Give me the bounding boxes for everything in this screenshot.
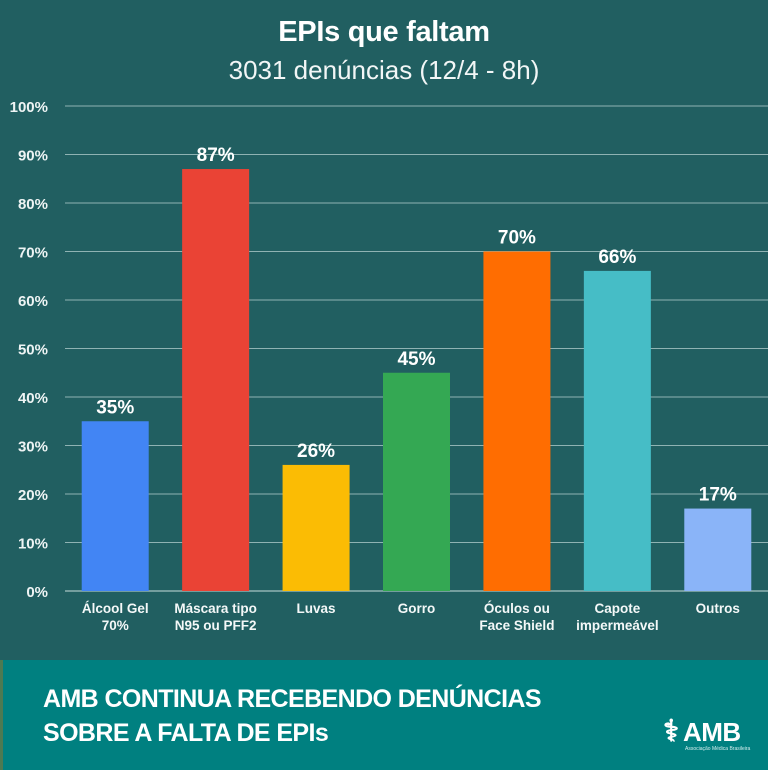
chart-subtitle: 3031 denúncias (12/4 - 8h) [228, 55, 540, 85]
y-tick-label: 100% [10, 99, 48, 116]
bars [81, 169, 752, 592]
data-label: 66% [598, 247, 636, 268]
bar [282, 464, 350, 591]
data-label: 87% [197, 145, 235, 166]
y-tick-label: 50% [18, 342, 48, 359]
caduceus-icon: ⚕ [663, 715, 680, 748]
chart-title: EPIs que faltam [278, 16, 490, 48]
logo-subtext: Associação Médica Brasileira [685, 746, 751, 752]
bar-chart: 0% 10% 20% 30% 40% 50% 60% 70% 80% 90% 100% 35% 87%… [10, 99, 768, 633]
y-tick-label: 70% [18, 245, 48, 262]
banner-line-1: AMB CONTINUA RECEBENDO DENÚNCIAS [43, 685, 542, 713]
bar [383, 372, 450, 591]
x-tick-label: Óculos ou [484, 601, 550, 616]
y-tick-label: 0% [26, 584, 48, 601]
data-label: 35% [96, 397, 134, 418]
x-tick-label: Outros [696, 601, 740, 616]
bar [182, 169, 250, 592]
logo-text: AMB [683, 717, 741, 747]
x-tick-label: N95 ou PFF2 [175, 618, 257, 633]
data-label: 45% [397, 349, 435, 370]
bar [483, 251, 551, 591]
x-tick-label: Álcool Gel [82, 601, 149, 616]
chart-header: EPIs que faltam 3031 denúncias (12/4 - 8… [0, 14, 768, 86]
bar [684, 508, 752, 591]
y-tick-label: 30% [18, 439, 48, 456]
banner-line-2: SOBRE A FALTA DE EPIs [43, 719, 329, 747]
y-axis-ticks: 0% 10% 20% 30% 40% 50% 60% 70% 80% 90% 100% [10, 99, 48, 601]
data-labels: 35% 87% 26% 45% 70% 66% 17% [96, 145, 737, 506]
x-tick-label: 70% [102, 618, 129, 633]
x-tick-label: Capote [594, 601, 640, 616]
x-axis-ticks: Álcool Gel 70% Máscara tipo N95 ou PFF2 Luva… [82, 601, 740, 633]
x-tick-label: Luvas [297, 601, 336, 616]
y-tick-label: 40% [18, 390, 48, 407]
data-label: 17% [699, 485, 737, 506]
y-tick-label: 10% [18, 536, 48, 553]
bar [81, 421, 149, 591]
x-tick-label: impermeável [576, 618, 659, 633]
footer-banner: AMB CONTINUA RECEBENDO DENÚNCIAS SOBRE A… [0, 660, 768, 770]
banner-headline: AMB CONTINUA RECEBENDO DENÚNCIAS SOBRE A… [43, 682, 542, 750]
amb-logo: ⚕ AMB Associação Médica Brasileira [663, 716, 763, 756]
y-tick-label: 90% [18, 148, 48, 165]
data-label: 26% [297, 441, 335, 462]
bar [583, 270, 651, 591]
x-tick-label: Face Shield [479, 618, 554, 633]
y-tick-label: 20% [18, 487, 48, 504]
x-tick-label: Gorro [398, 601, 436, 616]
y-tick-label: 80% [18, 196, 48, 213]
x-tick-label: Máscara tipo [174, 601, 257, 616]
y-tick-label: 60% [18, 293, 48, 310]
data-label: 70% [498, 228, 536, 249]
